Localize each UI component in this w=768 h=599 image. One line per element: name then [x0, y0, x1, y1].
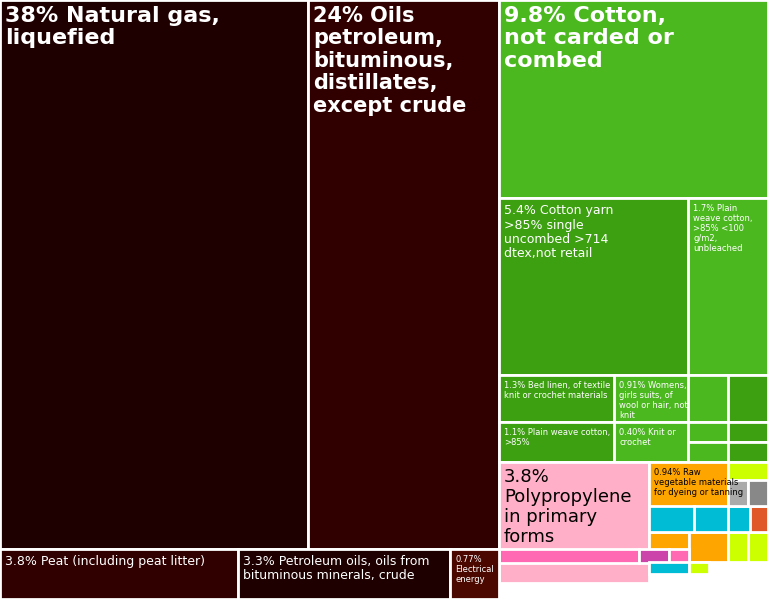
- Bar: [728, 462, 768, 532]
- Bar: [750, 506, 768, 532]
- Bar: [688, 198, 768, 375]
- Text: 0.91% Womens,
girls suits, of
wool or hair, not
knit: 0.91% Womens, girls suits, of wool or ha…: [619, 381, 688, 420]
- Bar: [689, 532, 728, 562]
- Text: 5.4% Cotton yarn
>85% single
uncombed >714
dtex,not retail: 5.4% Cotton yarn >85% single uncombed >7…: [504, 204, 614, 261]
- Bar: [649, 562, 689, 574]
- Bar: [748, 532, 768, 562]
- Bar: [308, 0, 499, 549]
- Text: 3.8% Peat (including peat litter): 3.8% Peat (including peat litter): [5, 555, 205, 568]
- Bar: [694, 506, 728, 532]
- Bar: [499, 0, 768, 198]
- Bar: [748, 480, 768, 506]
- Text: 1.7% Plain
weave cotton,
>85% <100
g/m2,
unbleached: 1.7% Plain weave cotton, >85% <100 g/m2,…: [693, 204, 753, 253]
- Bar: [728, 375, 768, 422]
- Text: 1.3% Bed linen, of textile
knit or crochet materials: 1.3% Bed linen, of textile knit or croch…: [504, 381, 611, 400]
- Bar: [728, 532, 748, 562]
- Bar: [499, 462, 649, 583]
- Bar: [614, 422, 688, 462]
- Text: 1.1% Plain weave cotton,
>85%: 1.1% Plain weave cotton, >85%: [504, 428, 611, 447]
- Text: 38% Natural gas,
liquefied: 38% Natural gas, liquefied: [5, 6, 220, 49]
- Bar: [649, 462, 728, 532]
- Bar: [0, 0, 308, 549]
- Bar: [728, 506, 750, 532]
- Bar: [669, 549, 689, 563]
- Bar: [499, 198, 688, 375]
- Text: 24% Oils
petroleum,
bituminous,
distillates,
except crude: 24% Oils petroleum, bituminous, distilla…: [313, 6, 466, 116]
- Text: 3.3% Petroleum oils, oils from
bituminous minerals, crude: 3.3% Petroleum oils, oils from bituminou…: [243, 555, 429, 582]
- Bar: [728, 442, 768, 462]
- Bar: [499, 422, 614, 462]
- Bar: [499, 375, 614, 422]
- Bar: [688, 375, 728, 422]
- Text: 0.40% Knit or
crochet: 0.40% Knit or crochet: [619, 428, 676, 447]
- Bar: [649, 532, 689, 562]
- Text: 3.8%
Polypropylene
in primary
forms: 3.8% Polypropylene in primary forms: [504, 468, 631, 546]
- Bar: [688, 442, 728, 462]
- Bar: [728, 480, 748, 506]
- Text: 0.77%
Electrical
energy: 0.77% Electrical energy: [455, 555, 494, 584]
- Bar: [238, 549, 450, 599]
- Bar: [688, 422, 728, 442]
- Bar: [649, 506, 694, 532]
- Bar: [689, 562, 709, 574]
- Bar: [614, 375, 688, 422]
- Text: 9.8% Cotton,
not carded or
combed: 9.8% Cotton, not carded or combed: [504, 6, 674, 71]
- Bar: [450, 549, 499, 599]
- Bar: [728, 422, 768, 442]
- Text: 0.94% Raw
vegetable materials
for dyeing or tanning: 0.94% Raw vegetable materials for dyeing…: [654, 468, 743, 497]
- Bar: [499, 549, 639, 563]
- Bar: [639, 549, 669, 563]
- Bar: [0, 549, 238, 599]
